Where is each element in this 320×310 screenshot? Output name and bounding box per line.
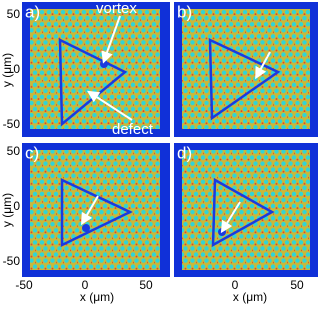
x-axis-label: x (μm) bbox=[80, 290, 114, 304]
annotation: defect bbox=[112, 121, 154, 138]
x-tick-label: 50 bbox=[290, 278, 304, 292]
panel-c: c) bbox=[22, 143, 170, 277]
panel-label: a) bbox=[25, 2, 40, 21]
panel-label: d) bbox=[177, 143, 192, 162]
y-axis: 50 0 -50 50 0 -50 y (μm) y (μm) bbox=[0, 7, 20, 268]
x-tick-label: 0 bbox=[232, 278, 239, 292]
annotation: vortex bbox=[96, 0, 137, 17]
x-tick-label: 0 bbox=[82, 278, 89, 292]
y-tick-label: 0 bbox=[13, 62, 20, 76]
panel-a: a) vortex defect bbox=[22, 0, 170, 138]
x-axis-label: x (μm) bbox=[233, 290, 267, 304]
x-tick-label: -50 bbox=[15, 278, 33, 292]
y-tick-label: 0 bbox=[13, 199, 20, 213]
y-tick-label: 50 bbox=[7, 7, 21, 21]
x-axis: -50 0 50 0 50 x (μm) x (μm) bbox=[15, 278, 304, 304]
x-tick-label: 50 bbox=[139, 278, 153, 292]
y-tick-label: 50 bbox=[7, 144, 21, 158]
y-tick-label: -50 bbox=[3, 117, 21, 131]
panel-label: b) bbox=[177, 2, 192, 21]
y-axis-label: y (μm) bbox=[0, 193, 14, 227]
panel-b: b) bbox=[174, 2, 318, 137]
y-axis-label: y (μm) bbox=[0, 53, 14, 87]
panel-label: c) bbox=[25, 143, 39, 162]
y-tick-label: -50 bbox=[3, 254, 21, 268]
panel-d: d) bbox=[174, 143, 318, 277]
